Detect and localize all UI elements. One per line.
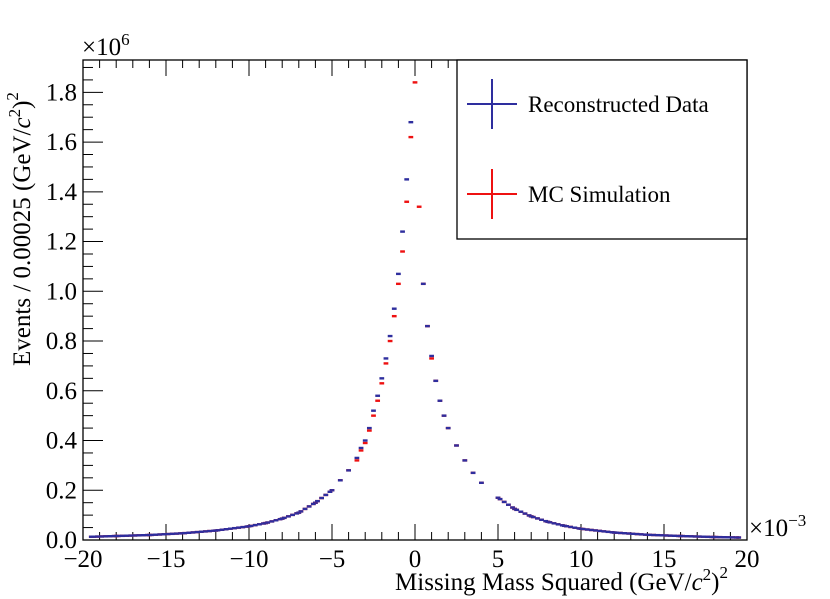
x-axis-tick-labels: −20 −15 −10 −5 0 5 10 15 20 xyxy=(63,546,759,573)
legend-entry-reconstructed-data: Reconstructed Data xyxy=(467,79,709,129)
y-tick-label: 0.8 xyxy=(46,328,77,355)
y-tick-label: 1.4 xyxy=(46,179,78,206)
y-tick-label: 1.8 xyxy=(46,79,77,106)
legend: Reconstructed Data MC Simulation xyxy=(456,59,748,240)
y-axis-ticks xyxy=(83,66,103,541)
y-tick-label: 0.4 xyxy=(46,428,78,455)
y-axis-tick-labels: 0.0 0.2 0.4 0.6 0.8 1.0 1.2 1.4 1.6 1.8 xyxy=(46,79,78,554)
x-multiplier: ×10−3 xyxy=(749,511,806,542)
legend-label-mc-simulation: MC Simulation xyxy=(528,182,671,207)
y-tick-label: 1.0 xyxy=(46,278,77,305)
y-tick-label: 1.2 xyxy=(46,229,77,256)
y-tick-label: 0.0 xyxy=(46,527,77,554)
x-tick-label: 0 xyxy=(409,546,422,573)
x-tick-label: 10 xyxy=(569,546,594,573)
x-tick-label: −20 xyxy=(63,546,102,573)
y-tick-label: 0.6 xyxy=(46,378,77,405)
x-axis-title: Missing Mass Squared (GeV/c2)2 xyxy=(395,563,728,596)
data-series xyxy=(88,81,742,539)
x-tick-label: 20 xyxy=(735,546,760,573)
legend-label-reconstructed-data: Reconstructed Data xyxy=(528,92,709,117)
x-tick-label: −10 xyxy=(229,546,268,573)
y-axis-title: Events / 0.00025 (GeV/c2)2 xyxy=(3,92,36,366)
legend-entry-mc-simulation: MC Simulation xyxy=(467,169,671,219)
legend-box xyxy=(456,59,748,240)
x-tick-label: −5 xyxy=(319,546,346,573)
y-tick-label: 1.6 xyxy=(46,129,77,156)
x-tick-label: 15 xyxy=(652,546,677,573)
x-tick-label: −15 xyxy=(146,546,185,573)
y-multiplier: ×106 xyxy=(82,30,130,61)
x-tick-label: 5 xyxy=(492,546,505,573)
y-tick-label: 0.2 xyxy=(46,477,77,504)
